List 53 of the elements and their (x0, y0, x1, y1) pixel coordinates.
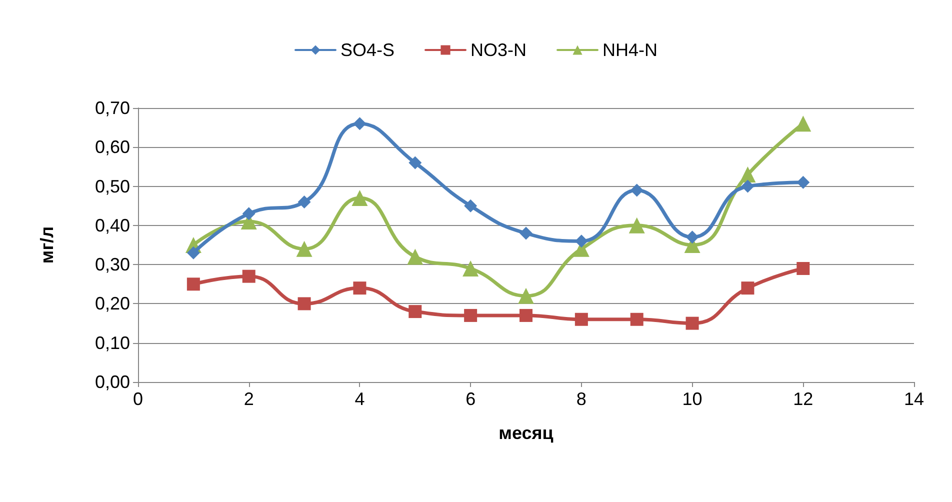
point (795, 116, 812, 132)
point (353, 282, 366, 295)
point (574, 234, 588, 248)
x-tick-label: 8 (576, 389, 586, 409)
point (408, 305, 422, 318)
y-axis-title: мг/л (37, 226, 57, 264)
point (464, 199, 478, 212)
point (574, 312, 588, 326)
x-axis-title: месяц (498, 423, 554, 443)
point (630, 184, 644, 197)
point (407, 248, 424, 265)
point (408, 156, 422, 170)
point (462, 260, 479, 276)
point (628, 217, 645, 234)
point (520, 308, 532, 322)
x-tick-label: 2 (244, 389, 254, 409)
point (686, 230, 699, 244)
point (518, 288, 534, 304)
point (298, 195, 311, 208)
x-tick-label: 14 (904, 389, 924, 409)
y-tick-label: 0,70 (94, 98, 130, 118)
y-tick-label: 0,30 (94, 254, 130, 275)
y-tick-label: 0,10 (94, 332, 130, 353)
legend-label: SO4-S (340, 40, 395, 60)
y-tick-label: 0,40 (94, 215, 130, 236)
legend-label: NO3-N (470, 40, 527, 60)
point (296, 240, 312, 257)
point (242, 207, 256, 220)
x-tick-label: 0 (132, 389, 144, 409)
y-tick-label: 0,00 (94, 372, 130, 392)
point (630, 312, 644, 326)
point (353, 117, 366, 130)
x-tick-label: 12 (793, 389, 814, 409)
x-tick-label: 10 (682, 389, 702, 409)
point (186, 278, 200, 291)
point (520, 226, 532, 240)
legend-label: NH4-N (602, 40, 658, 60)
point (741, 282, 754, 295)
y-tick-label: 0,20 (94, 294, 130, 314)
point (796, 262, 810, 275)
point (741, 180, 754, 193)
x-tick-label: 6 (466, 389, 476, 409)
point (464, 308, 478, 322)
point (352, 190, 368, 206)
point (796, 176, 810, 189)
y-tick-label: 0,60 (94, 137, 130, 158)
point (740, 166, 756, 183)
point (686, 316, 699, 330)
point (242, 270, 256, 283)
x-tick-label: 4 (354, 389, 365, 409)
y-tick-label: 0,50 (94, 176, 130, 196)
point (298, 297, 311, 310)
point (186, 246, 200, 260)
